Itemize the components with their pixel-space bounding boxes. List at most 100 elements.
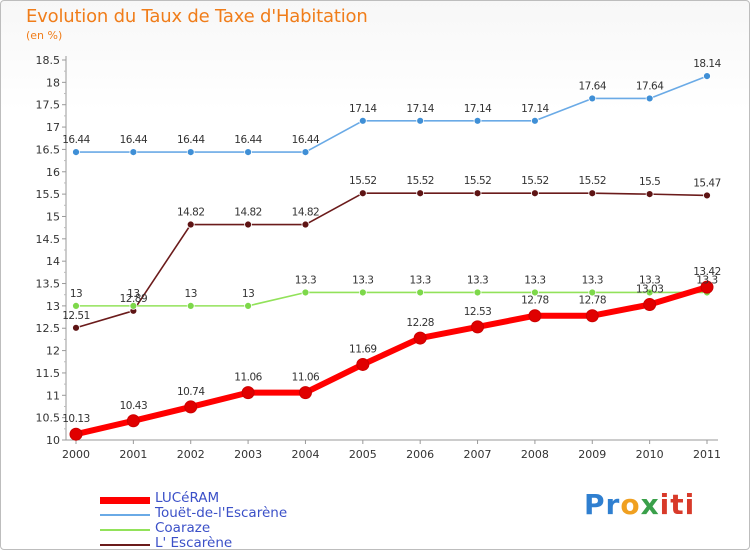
data-label-coaraze: 13.3 <box>295 274 316 286</box>
data-label-touet: 17.14 <box>521 103 549 115</box>
data-label-escarene: 15.47 <box>693 177 721 189</box>
series-line-coaraze <box>76 291 707 307</box>
logo-part-3: x <box>640 488 660 521</box>
data-label-escarene: 12.51 <box>62 310 90 322</box>
data-point-touet <box>186 148 195 156</box>
data-label-coaraze: 13.3 <box>409 274 430 286</box>
data-point-escarene <box>703 191 711 200</box>
x-tick-label: 2008 <box>521 448 549 461</box>
data-label-touet: 17.14 <box>464 103 492 115</box>
data-point-escarene <box>358 189 367 198</box>
data-point-luceram <box>184 400 198 414</box>
data-label-touet: 16.44 <box>177 134 205 146</box>
data-label-escarene: 15.5 <box>639 176 660 188</box>
data-point-coaraze <box>473 288 482 297</box>
data-point-escarene <box>416 189 425 198</box>
legend-label: L' Escarène <box>155 535 233 551</box>
data-label-touet: 17.64 <box>636 80 664 92</box>
y-tick-label: 10 <box>46 434 60 447</box>
data-point-luceram <box>643 298 657 312</box>
data-point-coaraze <box>588 288 597 297</box>
y-tick-label: 11 <box>46 389 60 402</box>
data-point-coaraze <box>301 288 310 297</box>
y-tick-label: 14.5 <box>36 233 61 246</box>
logo-part-4: iti <box>659 488 696 521</box>
legend-swatch <box>100 514 150 516</box>
chart-title: Evolution du Taux de Taxe d'Habitation <box>26 6 368 27</box>
data-point-escarene <box>244 220 252 229</box>
data-label-escarene: 15.52 <box>578 175 606 187</box>
data-label-touet: 17.64 <box>578 80 606 92</box>
series-line-luceram <box>75 284 708 438</box>
data-label-coaraze: 13.3 <box>467 274 488 286</box>
data-label-escarene: 15.52 <box>349 175 377 187</box>
y-tick-label: 10.5 <box>36 412 61 425</box>
data-label-touet: 17.14 <box>406 103 434 115</box>
data-point-coaraze <box>72 301 80 310</box>
data-point-luceram <box>471 320 485 334</box>
y-tick-label: 15.5 <box>36 188 61 201</box>
data-label-luceram: 12.28 <box>406 317 434 329</box>
data-label-luceram: 13.42 <box>693 266 721 278</box>
x-tick-label: 2001 <box>119 448 147 461</box>
data-label-coaraze: 13.3 <box>639 274 660 286</box>
data-label-escarene: 12.89 <box>120 293 148 305</box>
x-tick-label: 2010 <box>636 448 664 461</box>
data-point-luceram <box>69 427 83 441</box>
series-line-touet <box>76 75 708 153</box>
data-label-escarene: 15.52 <box>406 175 434 187</box>
y-tick-label: 12.5 <box>36 322 61 335</box>
y-tick-label: 14 <box>46 255 60 268</box>
data-label-luceram: 10.43 <box>120 400 148 412</box>
data-point-coaraze <box>129 301 138 310</box>
data-label-luceram: 12.78 <box>578 295 606 307</box>
data-label-coaraze: 13.3 <box>352 274 373 286</box>
data-point-coaraze <box>186 301 195 310</box>
data-label-touet: 16.44 <box>234 134 262 146</box>
y-tick-label: 16.5 <box>36 143 61 156</box>
series-line-escarene <box>75 192 708 329</box>
data-label-touet: 16.44 <box>62 134 90 146</box>
logo-part-2: o <box>620 488 641 521</box>
x-tick-label: 2000 <box>62 448 90 461</box>
data-label-escarene: 15.52 <box>464 175 492 187</box>
data-point-escarene <box>301 220 310 229</box>
data-point-luceram <box>700 280 714 294</box>
legend-swatch <box>100 544 150 546</box>
data-point-touet <box>129 148 138 156</box>
data-point-touet <box>244 148 252 156</box>
x-tick-label: 2002 <box>177 448 205 461</box>
data-point-escarene <box>645 190 654 199</box>
data-label-coaraze: 13 <box>242 288 254 300</box>
legend-label: Coaraze <box>155 520 211 536</box>
data-point-luceram <box>585 309 599 323</box>
data-label-coaraze: 13 <box>70 288 82 300</box>
data-label-escarene: 15.52 <box>521 175 549 187</box>
data-point-touet <box>645 94 654 103</box>
data-point-luceram <box>413 331 427 345</box>
x-tick-label: 2004 <box>291 448 319 461</box>
data-label-coaraze: 13.3 <box>696 274 717 286</box>
y-tick-label: 13.5 <box>36 278 61 291</box>
data-point-escarene <box>72 323 80 332</box>
y-tick-label: 11.5 <box>36 367 61 380</box>
data-point-escarene <box>473 189 482 198</box>
legend-label: Touët-de-l'Escarène <box>155 505 288 521</box>
x-tick-label: 2003 <box>234 448 262 461</box>
legend-label: LUCéRAM <box>155 490 220 506</box>
data-label-luceram: 11.06 <box>292 372 320 384</box>
data-point-luceram <box>298 386 312 400</box>
data-point-coaraze <box>531 288 539 297</box>
y-tick-label: 12 <box>46 345 60 358</box>
legend-swatch <box>100 496 150 504</box>
data-label-touet: 16.44 <box>292 134 320 146</box>
data-label-escarene: 14.82 <box>177 207 205 219</box>
data-point-touet <box>588 94 597 103</box>
data-point-luceram <box>356 357 370 371</box>
data-label-escarene: 14.82 <box>234 207 262 219</box>
data-label-coaraze: 13 <box>127 288 139 300</box>
data-label-touet: 17.14 <box>349 103 377 115</box>
data-label-luceram: 13.03 <box>636 284 664 296</box>
data-label-coaraze: 13.3 <box>582 274 603 286</box>
